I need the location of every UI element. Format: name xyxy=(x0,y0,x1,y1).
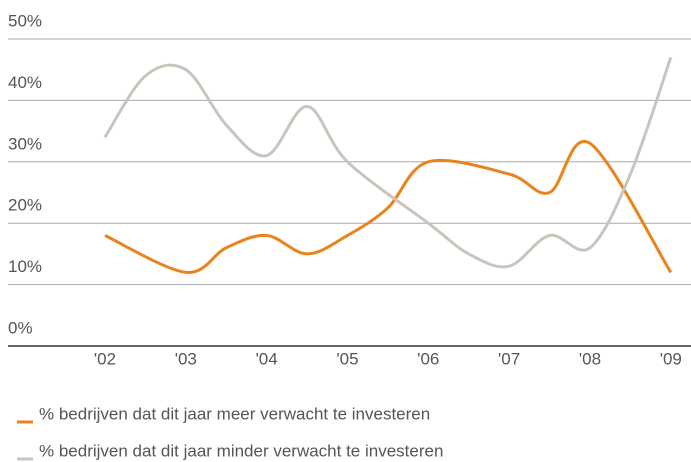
line xyxy=(103,56,673,269)
line xyxy=(104,139,673,274)
y-tick-label: 20% xyxy=(8,196,42,215)
x-tick-label: '08 xyxy=(579,349,601,368)
x-tick-label: '07 xyxy=(498,349,520,368)
x-tick-label: '04 xyxy=(256,349,278,368)
legend-label: % bedrijven dat dit jaar minder verwacht… xyxy=(39,441,443,460)
x-tick-label: '02 xyxy=(94,349,116,368)
y-tick-label: 40% xyxy=(8,73,42,92)
x-tick-label: '03 xyxy=(175,349,197,368)
x-tick-label: '06 xyxy=(417,349,439,368)
x-tick-label: '05 xyxy=(336,349,358,368)
y-tick-label: 30% xyxy=(8,134,42,153)
y-tick-label: 10% xyxy=(8,257,42,276)
legend-label: % bedrijven dat dit jaar meer verwacht t… xyxy=(39,404,430,423)
x-tick-label: '09 xyxy=(660,349,682,368)
y-tick-label: 50% xyxy=(8,11,42,30)
y-tick-label: 0% xyxy=(8,318,33,337)
